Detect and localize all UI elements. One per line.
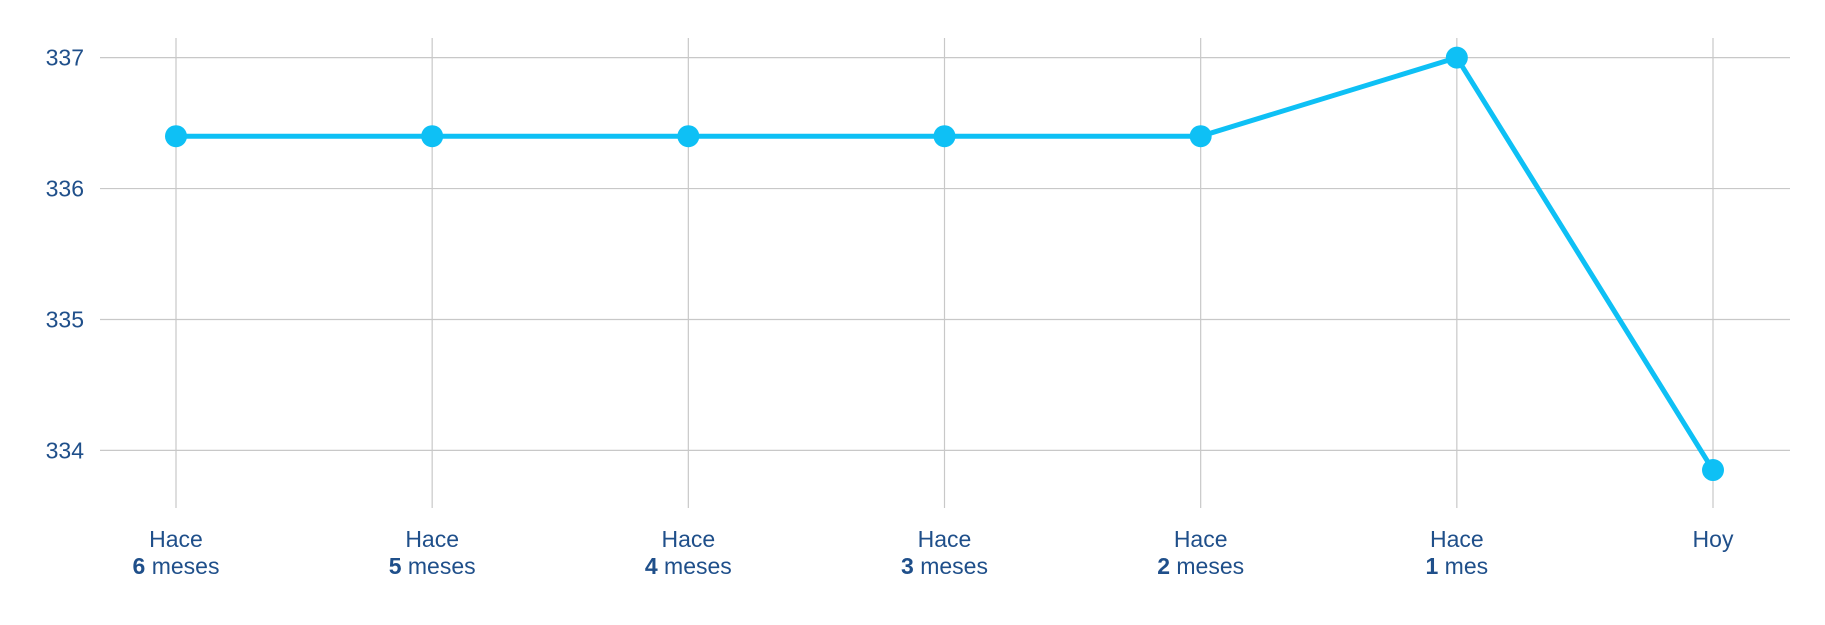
y-tick-labels: 334 335 336 337 [46, 45, 85, 464]
x-tick-label-line1: Hace [918, 526, 972, 552]
data-point [933, 125, 956, 148]
x-tick-label-line1: Hace [405, 526, 459, 552]
x-tick-label-unit: meses [1170, 553, 1244, 579]
x-tick-label-unit: meses [658, 553, 732, 579]
data-point [1189, 125, 1212, 148]
x-tick-label-line2: 6 meses [133, 553, 220, 579]
y-tick-label: 335 [46, 306, 84, 332]
x-tick-label-line1: Hace [661, 526, 715, 552]
x-tick-label-number: 6 [133, 553, 146, 579]
x-tick-label-unit: mes [1438, 553, 1488, 579]
x-tick-label-line2: 2 meses [1157, 553, 1244, 579]
x-tick-label-unit: meses [914, 553, 988, 579]
x-tick-label-number: 4 [645, 553, 658, 579]
x-tick-label-line2: 1 mes [1426, 553, 1489, 579]
data-point [1702, 459, 1724, 482]
series-layer [165, 46, 1724, 482]
x-tick-label-unit: meses [145, 553, 219, 579]
x-tick-label-number: 3 [901, 553, 914, 579]
x-tick-label-unit: meses [401, 553, 475, 579]
y-tick-label: 334 [46, 437, 85, 463]
x-tick-label-line1: Hoy [1693, 526, 1734, 552]
x-tick-label-line2: 3 meses [901, 553, 988, 579]
x-tick-label-line1: Hace [149, 526, 203, 552]
grid-layer [100, 38, 1790, 508]
data-point [677, 125, 700, 148]
x-tick-label-line1: Hace [1430, 526, 1484, 552]
data-point [421, 125, 444, 148]
data-point [1445, 46, 1468, 69]
x-tick-label-line2: 5 meses [389, 553, 476, 579]
x-tick-label-number: 2 [1157, 553, 1170, 579]
x-tick-label-line1: Hace [1174, 526, 1228, 552]
x-tick-label-number: 5 [389, 553, 402, 579]
x-tick-label-number: 1 [1426, 553, 1439, 579]
y-tick-label: 336 [46, 176, 84, 202]
x-tick-label-line2: 4 meses [645, 553, 732, 579]
data-point [165, 125, 187, 148]
y-tick-label: 337 [46, 45, 84, 71]
